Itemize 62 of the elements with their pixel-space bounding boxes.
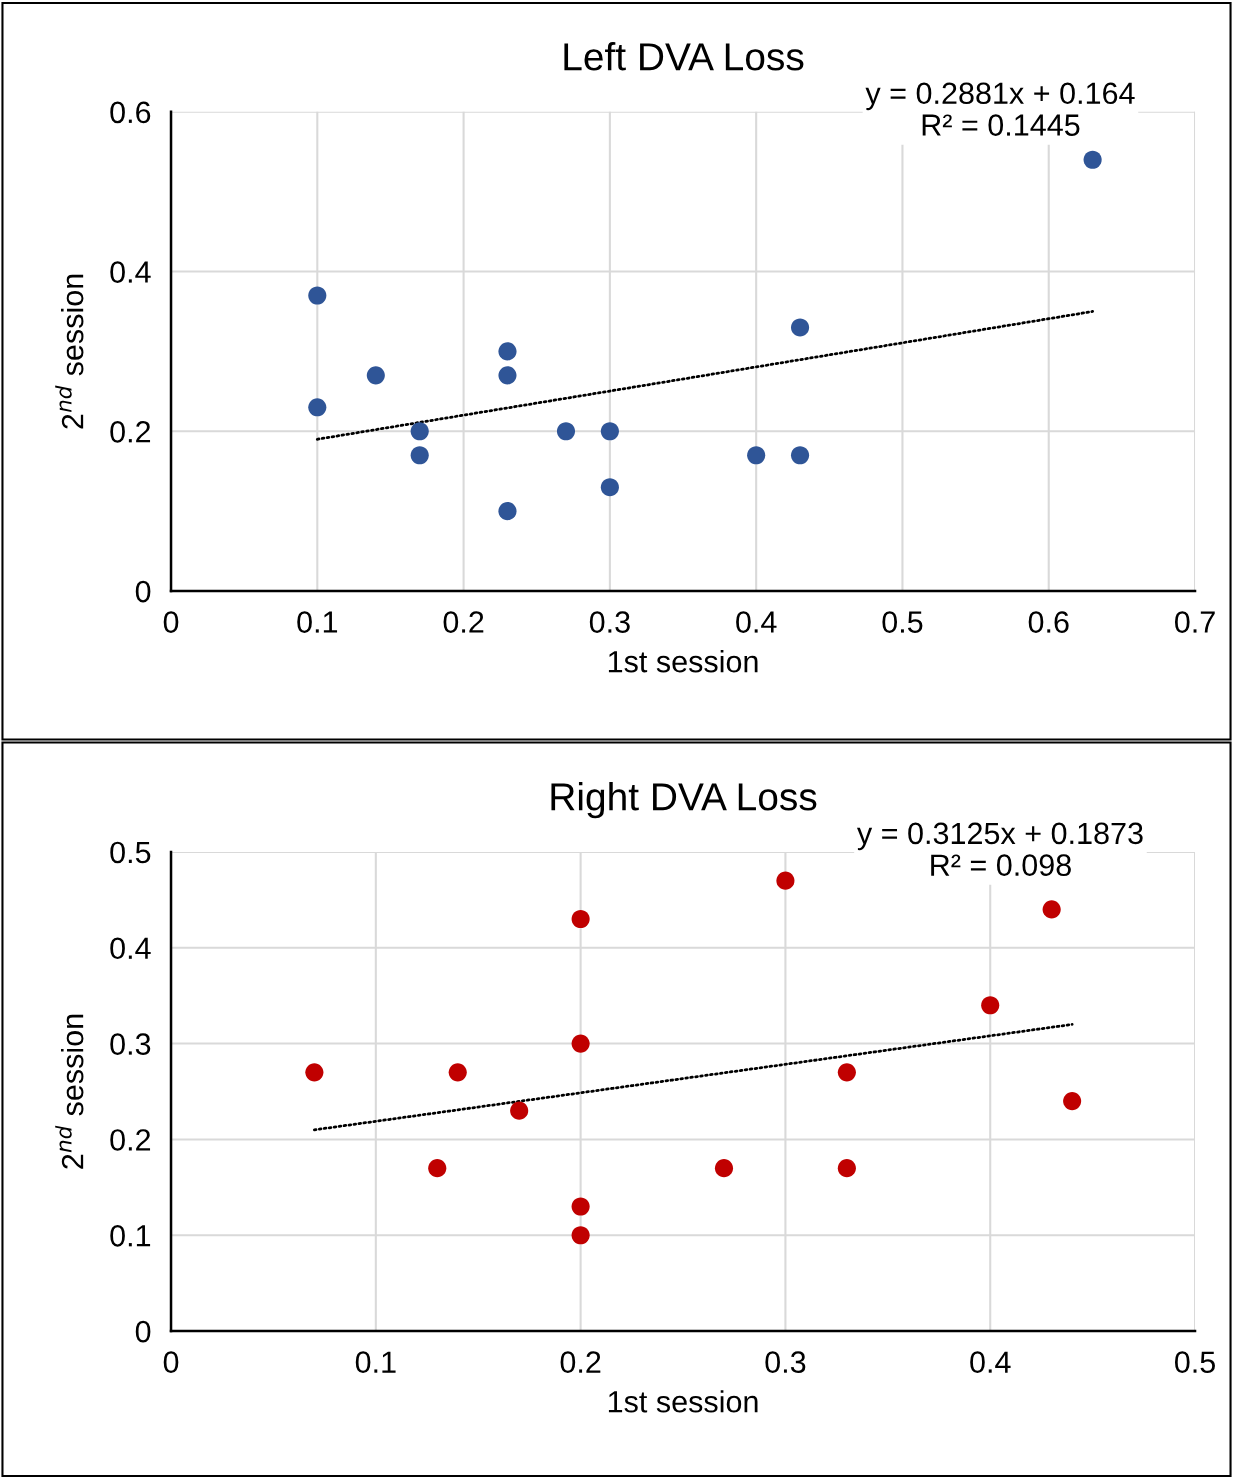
- y-tick-label: 0.4: [110, 937, 151, 960]
- point: [510, 1101, 529, 1120]
- x-tick-label: 0.4: [736, 611, 777, 633]
- x-tick-label: 0.6: [1028, 611, 1069, 633]
- point: [410, 422, 429, 441]
- point: [791, 446, 810, 465]
- point: [981, 996, 1000, 1015]
- point: [837, 1063, 856, 1082]
- x-tick-label: 0.4: [970, 1351, 1011, 1373]
- y-tick-label: 0.3: [110, 1033, 151, 1055]
- x-tick-label: 0.3: [589, 611, 630, 633]
- y-tick-label: 0.1: [110, 1225, 151, 1247]
- x-tick-label: 0.7: [1174, 611, 1215, 633]
- point: [600, 422, 619, 441]
- point: [1042, 900, 1061, 919]
- y-tick-label: 0.2: [110, 1129, 151, 1151]
- x-axis-title: 1st session: [608, 650, 758, 673]
- y-axis-title: 2$^{nd}$ session: [55, 274, 84, 429]
- point: [571, 1197, 590, 1216]
- point: [366, 366, 385, 385]
- x-axis-title: 1st session: [608, 1390, 758, 1413]
- point: [714, 1159, 734, 1178]
- point: [308, 398, 327, 417]
- point: [498, 342, 517, 361]
- x-tick-label: 0.2: [560, 1351, 601, 1373]
- x-tick-label: 0: [163, 611, 179, 633]
- annotation: y = 0.2881x + 0.164 R² = 0.1445: [865, 82, 1135, 136]
- point: [428, 1159, 447, 1178]
- y-tick-label: 0.6: [110, 101, 151, 124]
- x-tick-label: 0.3: [765, 1351, 806, 1373]
- x-tick-label: 0.1: [297, 611, 338, 633]
- point: [448, 1063, 467, 1082]
- point: [571, 909, 590, 929]
- y-tick-label: 0: [135, 1320, 151, 1343]
- x-tick-label: 0: [163, 1351, 179, 1373]
- point: [747, 446, 766, 465]
- point: [571, 1034, 590, 1053]
- x-tick-label: 0.5: [882, 611, 923, 633]
- annotation: y = 0.3125x + 0.1873 R² = 0.098: [856, 822, 1143, 877]
- x-tick-label: 0.5: [1174, 1351, 1215, 1373]
- point: [410, 446, 429, 465]
- point: [837, 1159, 856, 1178]
- point: [600, 478, 619, 497]
- y-tick-label: 0.5: [110, 841, 151, 864]
- point: [1083, 150, 1102, 169]
- y-tick-label: 0.4: [110, 261, 151, 283]
- point: [556, 422, 576, 441]
- x-tick-label: 0.1: [355, 1351, 396, 1373]
- point: [571, 1226, 590, 1245]
- y-axis-title: 2$^{nd}$ session: [55, 1014, 84, 1169]
- point: [308, 286, 327, 305]
- point: [776, 871, 795, 890]
- point: [791, 318, 810, 337]
- chart-title: Right DVA Loss: [551, 782, 817, 819]
- chart-title: Left DVA Loss: [564, 42, 804, 71]
- point: [1063, 1092, 1082, 1111]
- x-tick-label: 0.2: [443, 611, 484, 633]
- point: [498, 366, 517, 385]
- y-tick-label: 0: [135, 580, 151, 603]
- point: [498, 502, 517, 521]
- point: [305, 1063, 324, 1082]
- y-tick-label: 0.2: [110, 421, 151, 443]
